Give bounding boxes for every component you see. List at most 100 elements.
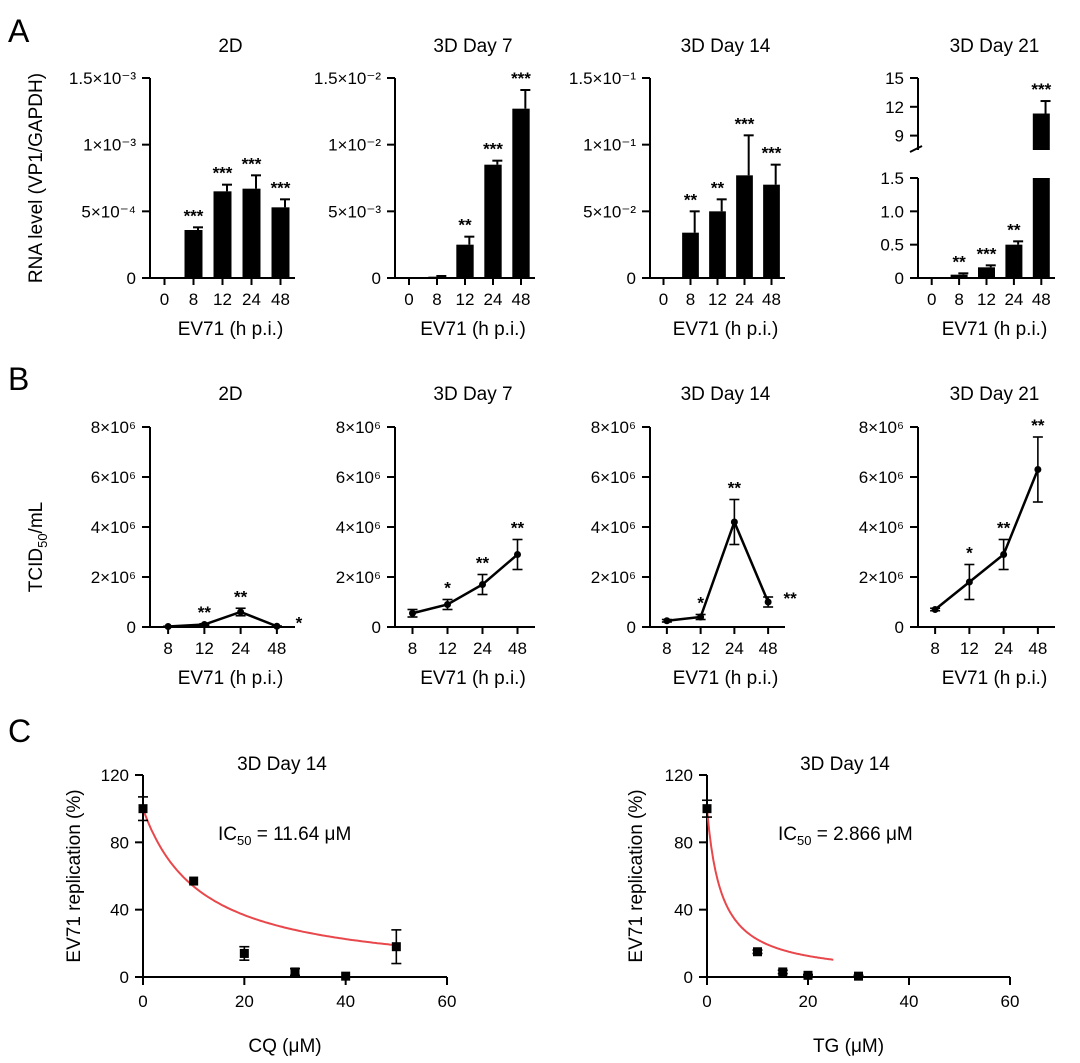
y-tick-label: 6×10⁶	[859, 468, 904, 487]
x-tick-label: 24	[484, 290, 503, 309]
significance-mark: *	[444, 579, 451, 598]
y-tick-label: 8×10⁶	[336, 418, 381, 437]
data-point	[138, 804, 148, 814]
significance-mark: **	[1031, 416, 1045, 435]
data-point	[1034, 466, 1042, 473]
significance-mark: ***	[213, 164, 233, 183]
chart-a2: 3D Day 7 EV71 (h p.i.) 0 5×10⁻³ 1×10⁻² 1.5×10…	[314, 36, 535, 340]
data-point	[341, 971, 351, 981]
y-tick-label: 5×10⁻³	[328, 202, 381, 221]
y-tick-label: 15	[885, 69, 904, 88]
chart-a1: 2D EV71 (h p.i.) RNA level (VP1/GAPDH) 0 5×1…	[26, 36, 295, 340]
y-tick-label: 2×10⁶	[91, 568, 136, 587]
ic50-annotation: IC50 = 11.64 μM	[218, 824, 351, 848]
y-tick-label: 0	[684, 968, 693, 987]
x-tick-label: 8	[954, 290, 963, 309]
x-tick-label: 12	[213, 290, 232, 309]
chart-title: 3D Day 14	[681, 36, 771, 57]
x-axis-label: CQ (μM)	[248, 1036, 321, 1057]
chart-title: 3D Day 7	[433, 384, 512, 405]
data-point	[931, 606, 939, 613]
x-tick-label: 8	[686, 290, 695, 309]
y-tick-label: 8×10⁶	[859, 418, 904, 437]
data-point	[965, 578, 973, 586]
significance-mark: **	[1007, 220, 1021, 239]
data-point	[290, 967, 300, 977]
x-tick-label: 0	[404, 290, 413, 309]
ic50-annotation: IC50 = 2.866 μM	[778, 824, 913, 848]
x-tick-label: 12	[691, 639, 710, 658]
y-tick-label: 4×10⁶	[91, 518, 136, 537]
x-tick-label: 12	[708, 290, 727, 309]
y-tick-label: 1×10⁻¹	[583, 136, 636, 155]
x-tick-label: 12	[456, 290, 475, 309]
significance-mark: ***	[762, 144, 782, 163]
data-point	[479, 581, 486, 588]
y-axis-label: EV71 replication (%)	[626, 789, 647, 962]
significance-mark: ***	[242, 154, 262, 173]
bar	[682, 232, 699, 278]
x-axis-label: TG (μM)	[813, 1036, 884, 1057]
x-tick-label: 48	[759, 639, 778, 658]
data-point	[273, 622, 281, 630]
chart-title: 3D Day 14	[681, 384, 771, 405]
chart-title: 3D Day 21	[950, 384, 1040, 405]
chart-b4: 3D Day 21 EV71 (h p.i.) 0 2×10⁶ 4×10⁶ 6×10⁶ 8×…	[859, 384, 1055, 689]
x-tick-label: 8	[163, 639, 172, 658]
fit-curve	[706, 808, 834, 961]
panel-label-b: B	[8, 361, 29, 397]
significance-mark: ***	[184, 206, 204, 225]
bar	[428, 276, 446, 279]
significance-mark: **	[458, 216, 472, 235]
y-tick-label: 1.0	[880, 202, 904, 221]
x-tick-label: 0	[138, 992, 147, 1011]
significance-mark: **	[476, 554, 490, 573]
y-tick-label: 9	[895, 127, 904, 146]
x-tick-label: 48	[1028, 639, 1047, 658]
x-tick-label: 60	[438, 992, 457, 1011]
y-tick-label: 4×10⁶	[336, 518, 381, 537]
significance-mark: ***	[271, 178, 291, 197]
bar	[736, 175, 753, 278]
x-tick-label: 48	[512, 290, 531, 309]
x-tick-label: 24	[735, 290, 754, 309]
x-tick-label: 24	[1004, 290, 1023, 309]
y-tick-label: 2×10⁶	[859, 568, 904, 587]
bar	[950, 274, 968, 278]
data-point	[1000, 551, 1008, 558]
data-point	[409, 609, 416, 617]
x-tick-label: 40	[900, 992, 919, 1011]
chart-title: 2D	[218, 384, 242, 405]
x-tick-label: 8	[408, 639, 417, 658]
chart-title: 3D Day 21	[950, 36, 1040, 57]
chart-title: 3D Day 14	[237, 754, 327, 775]
x-tick-label: 8	[432, 290, 441, 309]
y-axis-label: RNA level (VP1/GAPDH)	[26, 73, 47, 283]
y-tick-label: 12	[885, 98, 904, 117]
panel-label-c: C	[8, 713, 31, 749]
x-tick-label: 0	[160, 290, 169, 309]
bar	[512, 108, 530, 279]
data-point	[164, 623, 172, 630]
y-tick-label: 1.5×10⁻²	[314, 69, 381, 88]
bar	[763, 184, 780, 278]
chart-title: 2D	[218, 36, 242, 57]
significance-mark: **	[684, 190, 698, 209]
significance-mark: *	[966, 544, 973, 563]
x-tick-label: 48	[1032, 290, 1051, 309]
data-point	[764, 598, 772, 606]
chart-c2: 3D Day 14 TG (μM) EV71 replication (%) 0 40 8…	[626, 754, 1019, 1057]
bar	[709, 211, 726, 278]
x-axis-label: EV71 (h p.i.)	[420, 668, 526, 689]
data-point	[514, 551, 521, 558]
x-tick-label: 20	[799, 992, 818, 1011]
x-tick-label: 48	[762, 290, 781, 309]
y-tick-label: 4×10⁶	[591, 518, 636, 537]
x-tick-label: 48	[271, 290, 290, 309]
y-tick-label: 0	[627, 269, 636, 288]
significance-mark: *	[296, 613, 303, 632]
x-tick-label: 8	[662, 639, 671, 658]
data-point	[237, 608, 245, 616]
x-tick-label: 60	[1001, 992, 1020, 1011]
y-tick-label: 80	[110, 833, 129, 852]
